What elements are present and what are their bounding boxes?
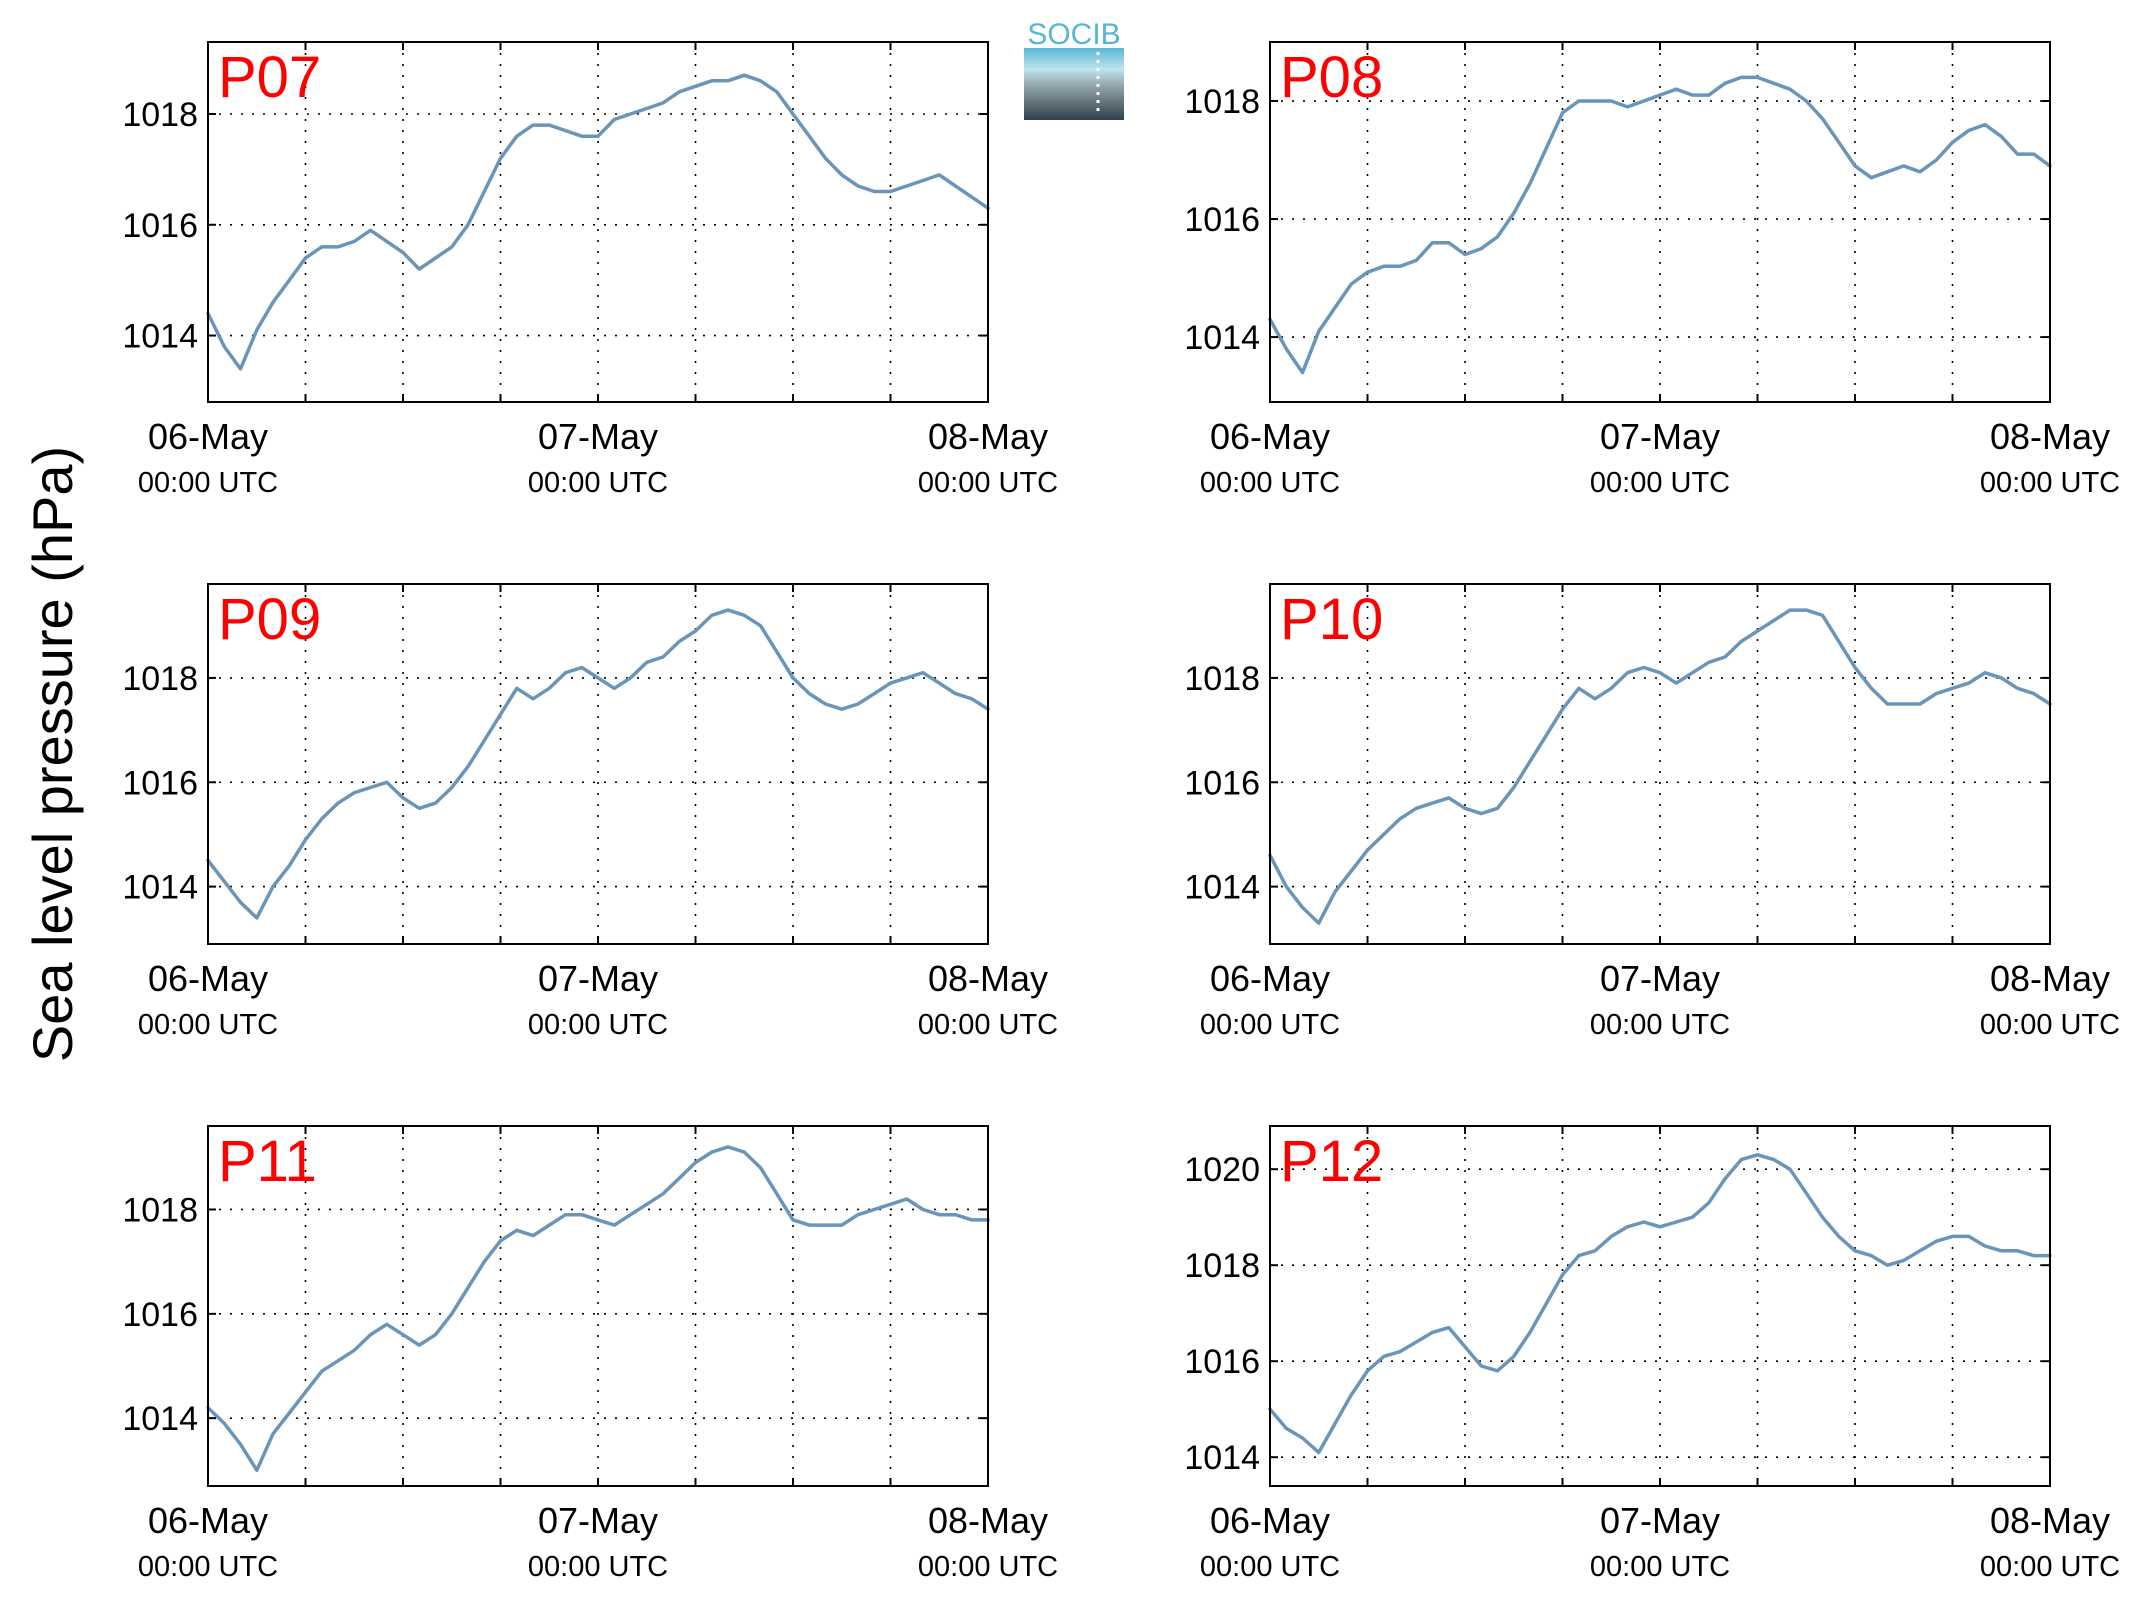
socib-logo: SOCIB <box>1024 18 1124 120</box>
x-tick-label-date: 07-May <box>538 416 658 457</box>
panel-p09: 1014 1016 1018 06-May 00:00 UTC 07-May 00:00 U… <box>122 583 1058 1041</box>
x-tick-label-date: 08-May <box>928 416 1048 457</box>
x-tick-label-time: 00:00 UTC <box>1590 1009 1730 1041</box>
y-tick-label: 1018 <box>122 660 198 698</box>
x-tick-label-time: 00:00 UTC <box>138 1009 278 1041</box>
x-tick-label-time: 00:00 UTC <box>1980 1551 2120 1583</box>
x-tick-label-time: 00:00 UTC <box>1200 467 1340 499</box>
plot-frame <box>207 1125 989 1487</box>
x-tick-label-time: 00:00 UTC <box>1200 1009 1340 1041</box>
x-tick-label-date: 07-May <box>1600 958 1720 999</box>
y-tick-label: 1018 <box>1184 1247 1260 1285</box>
y-tick-label: 1016 <box>122 764 198 802</box>
x-tick-label-time: 00:00 UTC <box>918 467 1058 499</box>
x-tick-label-date: 08-May <box>1990 1500 2110 1541</box>
x-tick-label-date: 07-May <box>1600 416 1720 457</box>
x-tick-label-date: 06-May <box>1210 1500 1330 1541</box>
panel-label: P11 <box>218 1129 317 1194</box>
x-tick-label-date: 07-May <box>538 958 658 999</box>
series-line <box>206 73 990 371</box>
series-line <box>1268 1153 2052 1455</box>
plot-frame <box>1269 583 2051 945</box>
x-tick-label-time: 00:00 UTC <box>528 1551 668 1583</box>
y-tick-label: 1018 <box>1184 83 1260 121</box>
panel-p10: 1014 1016 1018 06-May 00:00 UTC 07-May 00:00 U… <box>1184 583 2120 1041</box>
y-tick-label: 1016 <box>122 1296 198 1334</box>
x-tick-label-date: 06-May <box>148 1500 268 1541</box>
x-tick-label-date: 08-May <box>928 1500 1048 1541</box>
y-tick-label: 1014 <box>122 318 198 356</box>
panel-label: P10 <box>1280 587 1383 652</box>
series-line <box>206 1145 990 1473</box>
socib-logo-mark <box>1024 48 1124 120</box>
x-tick-label-date: 07-May <box>538 1500 658 1541</box>
panel-p12: 1014 1016 1018 1020 06-May 00:00 UTC 07-May 00:… <box>1184 1125 2120 1583</box>
y-tick-label: 1018 <box>122 1191 198 1229</box>
series-line <box>1268 608 2052 925</box>
x-tick-label-date: 06-May <box>1210 958 1330 999</box>
panel-label: P09 <box>218 587 321 652</box>
series-line <box>1268 75 2052 375</box>
panel-label: P12 <box>1280 1129 1383 1194</box>
y-tick-label: 1014 <box>1184 319 1260 357</box>
plot-frame <box>207 583 989 945</box>
panel-label: P08 <box>1280 45 1383 110</box>
x-tick-label-date: 06-May <box>148 416 268 457</box>
x-tick-label-time: 00:00 UTC <box>1980 467 2120 499</box>
series-line <box>206 608 990 920</box>
plot-frame <box>1269 1125 2051 1487</box>
x-tick-label-time: 00:00 UTC <box>1590 467 1730 499</box>
y-tick-label: 1016 <box>1184 201 1260 239</box>
x-tick-label-date: 07-May <box>1600 1500 1720 1541</box>
x-tick-label-date: 08-May <box>928 958 1048 999</box>
panels: 1014 1016 1018 06-May 00:00 UTC 07-May 00:00 U… <box>122 41 2120 1583</box>
y-tick-label: 1014 <box>122 869 198 907</box>
panel-label: P07 <box>218 45 321 110</box>
x-tick-label-date: 08-May <box>1990 416 2110 457</box>
x-tick-label-time: 00:00 UTC <box>918 1551 1058 1583</box>
y-tick-label: 1014 <box>122 1400 198 1438</box>
panel-p07: 1014 1016 1018 06-May 00:00 UTC 07-May 00:00 U… <box>122 41 1058 499</box>
socib-logo-text: SOCIB <box>1027 18 1120 51</box>
y-tick-label: 1016 <box>1184 764 1260 802</box>
x-tick-label-time: 00:00 UTC <box>138 1551 278 1583</box>
panel-p08: 1014 1016 1018 06-May 00:00 UTC 07-May 00:00 U… <box>1184 41 2120 499</box>
y-axis-label: Sea level pressure (hPa) <box>21 446 84 1062</box>
x-tick-label-time: 00:00 UTC <box>1590 1551 1730 1583</box>
x-tick-label-date: 06-May <box>1210 416 1330 457</box>
x-tick-label-time: 00:00 UTC <box>138 467 278 499</box>
y-tick-label: 1016 <box>122 207 198 245</box>
x-tick-label-time: 00:00 UTC <box>1200 1551 1340 1583</box>
y-tick-label: 1018 <box>122 96 198 134</box>
y-tick-label: 1020 <box>1184 1151 1260 1189</box>
x-tick-label-time: 00:00 UTC <box>918 1009 1058 1041</box>
x-tick-label-date: 06-May <box>148 958 268 999</box>
y-tick-label: 1014 <box>1184 1439 1260 1477</box>
y-tick-label: 1014 <box>1184 869 1260 907</box>
plot-frame <box>207 41 989 403</box>
y-tick-label: 1018 <box>1184 660 1260 698</box>
panel-p11: 1014 1016 1018 06-May 00:00 UTC 07-May 00:00 U… <box>122 1125 1058 1583</box>
x-tick-label-date: 08-May <box>1990 958 2110 999</box>
y-tick-label: 1016 <box>1184 1343 1260 1381</box>
x-tick-label-time: 00:00 UTC <box>528 1009 668 1041</box>
x-tick-label-time: 00:00 UTC <box>528 467 668 499</box>
x-tick-label-time: 00:00 UTC <box>1980 1009 2120 1041</box>
